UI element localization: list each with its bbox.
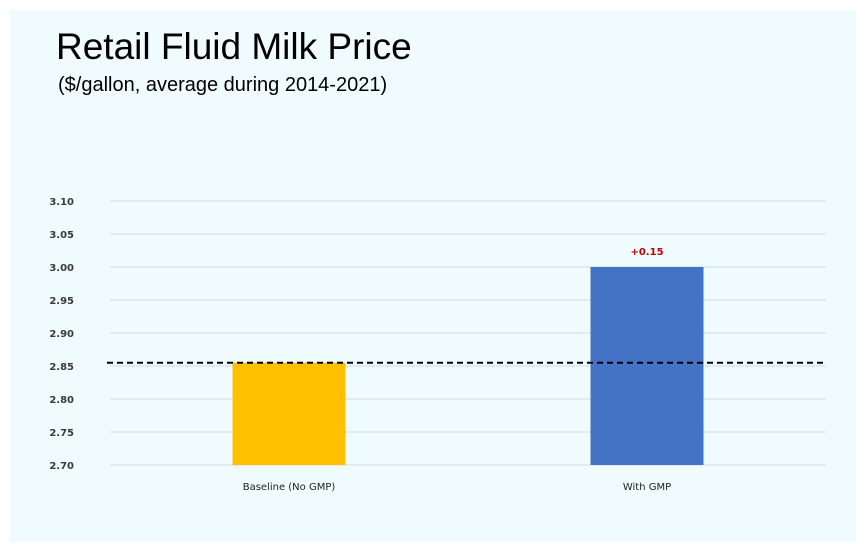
x-category-label: With GMP (623, 482, 671, 493)
y-tick-label: 2.85 (49, 362, 74, 373)
y-tick-label: 2.90 (49, 329, 74, 340)
y-tick-label: 3.00 (49, 263, 74, 274)
y-tick-label: 2.70 (49, 461, 74, 472)
bar-data-label: +0.15 (630, 247, 663, 258)
chart-slide (10, 10, 856, 542)
bar-baseline (232, 362, 346, 465)
y-tick-label: 2.75 (49, 428, 74, 439)
bar-with-gmp (590, 267, 704, 465)
y-tick-label: 2.95 (49, 296, 74, 307)
y-tick-label: 2.80 (49, 395, 74, 406)
chart-title: Retail Fluid Milk Price (56, 26, 412, 67)
chart-subtitle: ($/gallon, average during 2014-2021) (58, 74, 388, 96)
y-tick-label: 3.05 (49, 230, 74, 241)
x-category-label: Baseline (No GMP) (243, 482, 336, 493)
y-tick-label: 3.10 (49, 197, 74, 208)
